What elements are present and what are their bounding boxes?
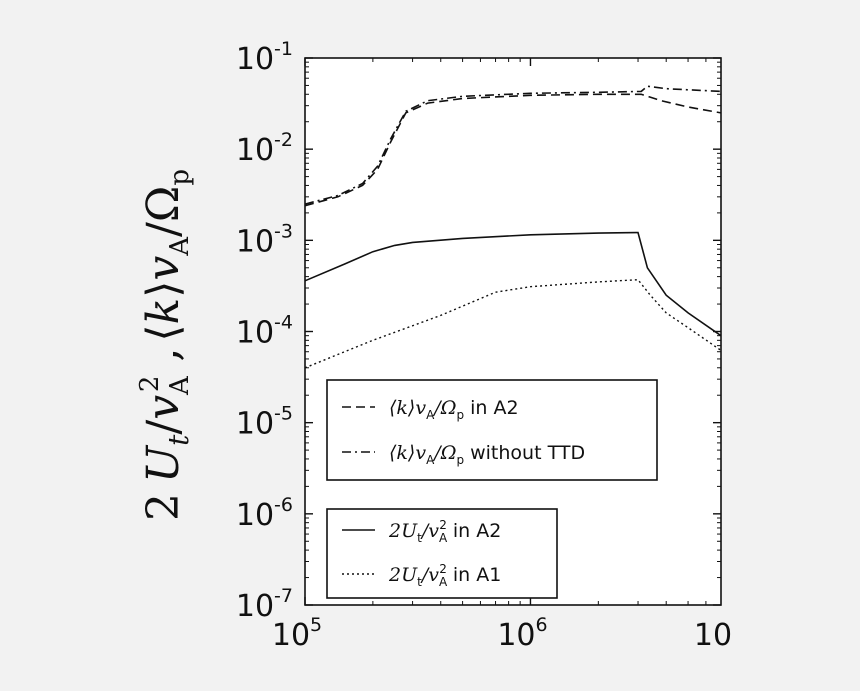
y-axis-label: 2Ut/vA2 ,⟨k⟩vA/Ωp [135, 169, 195, 521]
series-line-3 [304, 231, 722, 337]
legend-1: ⟨k⟩vA/Ωp in A2 ⟨k⟩vA/Ωp without TTD [326, 379, 658, 481]
y-tick-label: 10-1 [236, 38, 293, 77]
series-layer [304, 85, 722, 369]
y-tick-label: 10-4 [236, 312, 293, 351]
x-tick-label: 106 [497, 614, 547, 653]
legend-entry-label: ⟨k⟩vA/Ωp without TTD [389, 442, 585, 467]
y-tick-label: 10-7 [236, 585, 293, 624]
x-tick-label: 105 [272, 614, 322, 653]
y-tick-label: 10-6 [236, 494, 293, 533]
legend-box [326, 508, 558, 599]
y-axis-label-text: 2Ut/vA2 ,⟨k⟩vA/Ωp [135, 169, 195, 521]
y-tick-label: 10-2 [236, 129, 293, 168]
series-line-4 [304, 278, 722, 369]
legend-layer: ⟨k⟩vA/Ωp in A2 ⟨k⟩vA/Ωp without TTD 2Ut/vA… [326, 379, 658, 599]
y-tick-label: 10-3 [236, 220, 293, 259]
legend-entry-label: 2Ut/vA2 in A2 [388, 518, 501, 545]
legend-2: 2Ut/vA2 in A2 2Ut/vA2 in A1 [326, 508, 558, 599]
series-line-2 [304, 85, 722, 205]
y-tick-label: 10-5 [236, 403, 293, 442]
legend-entry-label: 2Ut/vA2 in A1 [388, 562, 501, 589]
legend-box [326, 379, 658, 481]
legend-entry-label: ⟨k⟩vA/Ωp in A2 [389, 397, 519, 422]
x-tick-label: 10 [694, 618, 732, 653]
series-line-1 [304, 93, 722, 207]
